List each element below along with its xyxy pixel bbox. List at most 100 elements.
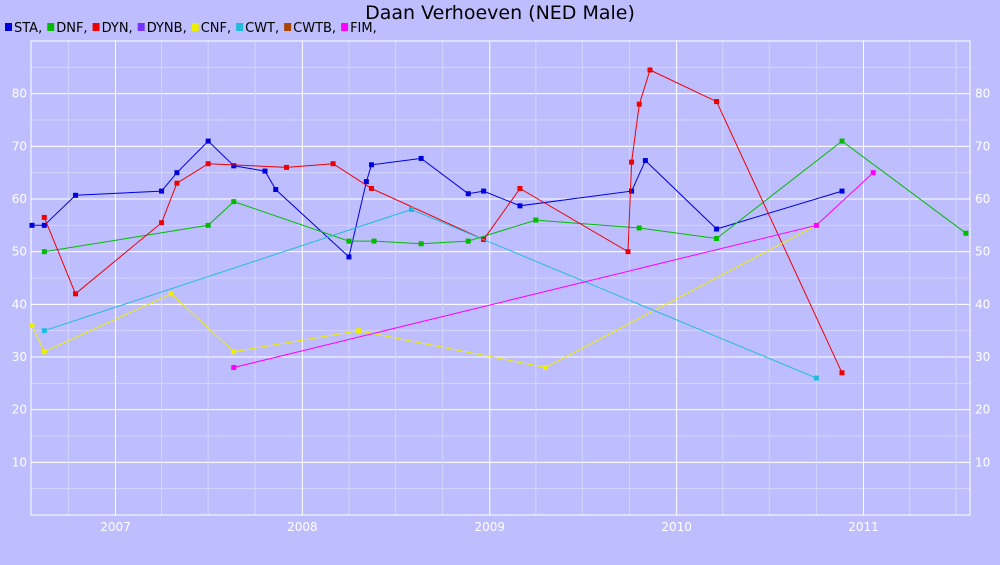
series-dnf bbox=[41, 138, 969, 255]
y-tick-label-right: 60 bbox=[975, 192, 990, 206]
series-line-dyn bbox=[43, 69, 843, 374]
data-point-cnf bbox=[231, 349, 237, 355]
data-point-sta bbox=[517, 203, 523, 209]
legend-swatch bbox=[92, 23, 100, 31]
tick-labels: 10 10 20 20 30 30 40 40 50 50 60 60 70 70 80 80 2007 2008… bbox=[12, 87, 991, 534]
x-tick-label: 2009 bbox=[474, 520, 505, 534]
data-point-dyn bbox=[629, 159, 635, 165]
data-point-dnf bbox=[533, 217, 539, 223]
legend: STA, DNF, DYN, DYNB, CNF, CWT, CWTB, FIM, bbox=[5, 21, 377, 36]
y-tick-label-right: 50 bbox=[975, 245, 990, 259]
legend-swatch bbox=[284, 23, 292, 31]
data-point-sta bbox=[73, 192, 79, 198]
data-point-dyn bbox=[41, 214, 47, 220]
data-point-dyn bbox=[839, 370, 845, 376]
data-point-cnf bbox=[29, 322, 35, 328]
y-tick-label-left: 20 bbox=[12, 403, 27, 417]
chart-title: Daan Verhoeven (NED Male) bbox=[365, 2, 635, 24]
legend-item-cwtb: CWTB, bbox=[284, 21, 336, 36]
data-point-dyn bbox=[647, 67, 653, 73]
legend-swatch bbox=[191, 23, 199, 31]
data-point-dyn bbox=[368, 185, 374, 191]
data-point-sta bbox=[418, 155, 424, 161]
data-point-dnf bbox=[41, 249, 47, 255]
data-point-dnf bbox=[346, 238, 352, 244]
data-point-sta bbox=[262, 168, 268, 174]
data-point-cwt bbox=[813, 375, 819, 381]
y-tick-label-left: 10 bbox=[12, 455, 27, 469]
legend-label: STA, bbox=[14, 21, 42, 36]
data-point-dyn bbox=[205, 161, 211, 167]
series-sta bbox=[29, 138, 845, 260]
data-point-sta bbox=[368, 162, 374, 168]
data-point-sta bbox=[41, 222, 47, 228]
data-point-cnf bbox=[168, 291, 174, 297]
data-point-sta bbox=[159, 188, 165, 194]
data-point-cwt bbox=[408, 207, 414, 213]
data-point-fim bbox=[813, 222, 819, 228]
data-point-sta bbox=[205, 138, 211, 144]
y-tick-label-left: 70 bbox=[12, 139, 27, 153]
y-tick-label-right: 10 bbox=[975, 455, 990, 469]
legend-label: CWTB, bbox=[293, 21, 336, 36]
data-point-sta bbox=[714, 226, 720, 232]
data-point-dnf bbox=[714, 236, 720, 241]
y-tick-label-left: 80 bbox=[12, 87, 27, 101]
y-tick-label-left: 30 bbox=[12, 350, 27, 364]
legend-item-dynb: DYNB, bbox=[137, 21, 187, 36]
y-tick-label-right: 30 bbox=[975, 350, 990, 364]
data-point-dnf bbox=[465, 238, 471, 244]
grid bbox=[31, 41, 970, 515]
data-point-dyn bbox=[283, 164, 289, 170]
legend-swatch bbox=[236, 23, 244, 31]
legend-label: CWT, bbox=[245, 21, 279, 36]
x-tick-label: 2008 bbox=[287, 520, 318, 534]
y-tick-label-left: 40 bbox=[12, 297, 27, 311]
legend-swatch bbox=[47, 23, 55, 31]
legend-swatch bbox=[5, 23, 12, 31]
legend-item-cwt: CWT, bbox=[236, 21, 279, 36]
data-point-sta bbox=[839, 188, 845, 194]
data-point-dyn bbox=[174, 180, 180, 186]
data-point-dnf bbox=[371, 238, 377, 244]
legend-item-dyn: DYN, bbox=[92, 21, 133, 36]
series-cwt bbox=[41, 207, 819, 381]
series-fim bbox=[231, 170, 876, 371]
legend-item-cnf: CNF, bbox=[191, 21, 231, 36]
data-point-cnf bbox=[543, 365, 549, 371]
legend-label: DYN, bbox=[102, 21, 133, 36]
legend-label: DNF, bbox=[56, 21, 87, 36]
data-point-dyn bbox=[625, 249, 631, 255]
data-point-sta bbox=[642, 158, 648, 164]
data-point-sta bbox=[629, 188, 635, 194]
data-point-cnf bbox=[356, 328, 362, 334]
data-point-cwt bbox=[41, 328, 47, 334]
legend-item-fim: FIM, bbox=[341, 21, 377, 36]
legend-label: FIM, bbox=[350, 21, 377, 36]
legend-label: DYNB, bbox=[147, 21, 187, 36]
data-point-dyn bbox=[714, 99, 720, 105]
data-point-dnf bbox=[205, 222, 211, 228]
data-point-dyn bbox=[73, 291, 79, 297]
plot-frame bbox=[30, 40, 971, 516]
data-point-sta bbox=[481, 188, 487, 194]
series-dyn bbox=[41, 67, 845, 376]
data-point-dnf bbox=[963, 230, 969, 236]
data-point-dyn bbox=[159, 220, 165, 226]
legend-swatch bbox=[341, 23, 349, 31]
data-point-dnf bbox=[839, 138, 845, 144]
data-point-sta bbox=[174, 170, 180, 176]
data-point-sta bbox=[273, 187, 279, 193]
x-tick-label: 2007 bbox=[100, 520, 131, 534]
series-lines bbox=[29, 67, 969, 381]
data-point-dyn bbox=[636, 101, 642, 107]
data-point-fim bbox=[231, 365, 237, 371]
legend-item-sta: STA, bbox=[5, 21, 42, 36]
legend-item-dnf: DNF, bbox=[47, 21, 88, 36]
y-tick-label-right: 70 bbox=[975, 139, 990, 153]
data-point-dnf bbox=[418, 241, 424, 247]
y-tick-label-right: 20 bbox=[975, 403, 990, 417]
